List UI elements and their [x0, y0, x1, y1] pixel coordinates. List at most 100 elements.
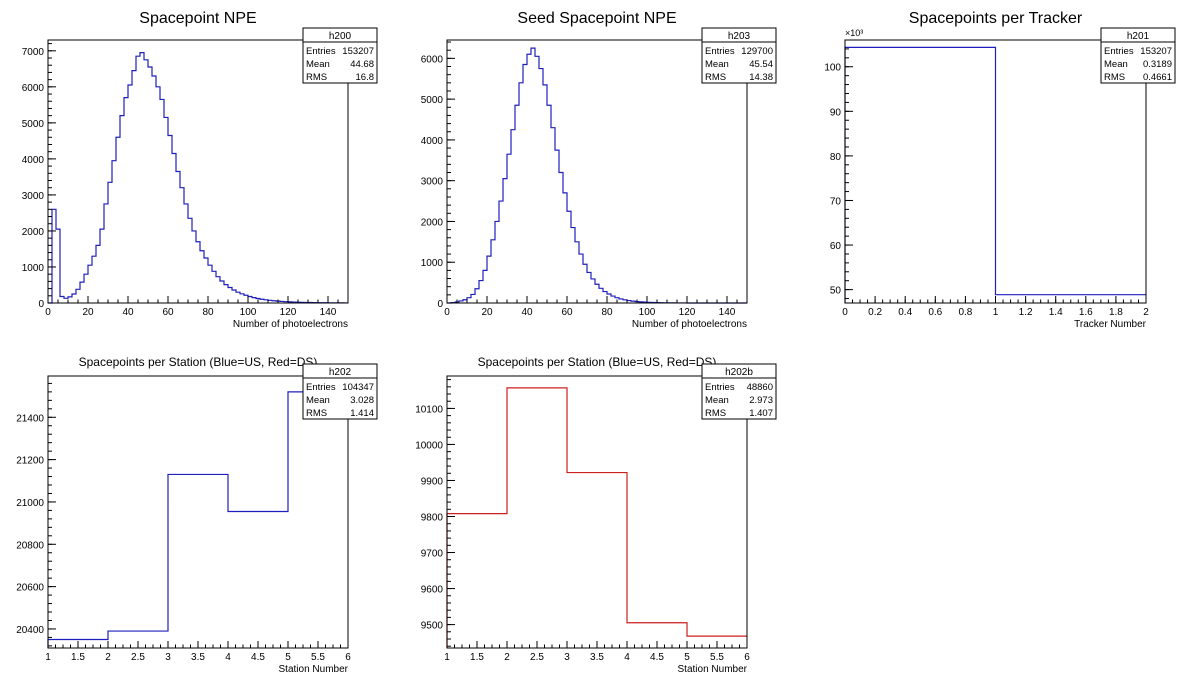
- x-tick-label: 3.5: [590, 652, 604, 663]
- stats-value: 104347: [342, 382, 374, 393]
- x-tick-label: 2: [105, 652, 111, 663]
- chart-h202: Spacepoints per Station (Blue=US, Red=DS…: [16, 355, 378, 675]
- y-tick-label: 9900: [421, 476, 444, 487]
- stats-value: 3.028: [350, 395, 374, 406]
- x-tick-label: 6: [345, 652, 351, 663]
- y-tick-label: 0: [38, 299, 44, 310]
- stats-box: h201 Entries 153207 Mean 0.3189 RMS 0.4661: [1100, 27, 1176, 84]
- chart-h203: Seed Spacepoint NPE 0 20 40 60 80 100 120 140 0 10…: [421, 10, 777, 330]
- x-tick-label: 5.5: [311, 652, 325, 663]
- stats-box-frame: [1100, 27, 1176, 84]
- x-tick-label: 6: [744, 652, 750, 663]
- x-tick-label: 60: [561, 307, 573, 318]
- x-tick-label: 120: [280, 307, 297, 318]
- stats-name: h200: [329, 31, 352, 42]
- x-tick-label: 1: [45, 652, 51, 663]
- x-tick-label: 1.6: [1079, 307, 1093, 318]
- x-tick-label: 0.2: [868, 307, 882, 318]
- stats-value: 1.414: [350, 408, 374, 419]
- stats-label: Mean: [306, 395, 330, 406]
- x-tick-label: 1.4: [1049, 307, 1063, 318]
- stats-box-frame: [701, 363, 777, 420]
- y-tick-label: 20400: [16, 625, 44, 636]
- stats-value: 153207: [1140, 46, 1172, 57]
- stats-box-frame: [302, 363, 378, 420]
- stats-value: 2.973: [749, 395, 773, 406]
- stats-label: Mean: [306, 59, 330, 70]
- y-tick-label: 21000: [16, 498, 44, 509]
- y-exponent-label: ×10³: [845, 28, 863, 38]
- histogram-line: [47, 391, 348, 648]
- x-tick-label: 80: [601, 307, 613, 318]
- y-tick-label: 6000: [22, 83, 45, 94]
- x-tick-label: 60: [162, 307, 174, 318]
- stats-name: h201: [1127, 31, 1150, 42]
- x-tick-label: 1: [993, 307, 999, 318]
- y-tick-label: 80: [830, 152, 842, 163]
- chart-title: Spacepoints per Station (Blue=US, Red=DS…: [79, 355, 318, 369]
- x-tick-label: 0: [444, 307, 450, 318]
- stats-value: 48860: [747, 382, 773, 393]
- y-tick-label: 3000: [421, 177, 444, 188]
- y-tick-label: 4000: [22, 155, 45, 166]
- stats-label: RMS: [705, 72, 726, 83]
- stats-label: Entries: [306, 382, 336, 393]
- y-tick-label: 2000: [421, 217, 444, 228]
- stats-name: h202b: [725, 367, 753, 378]
- x-axis-label: Station Number: [678, 664, 748, 675]
- y-tick-label: 2000: [22, 227, 45, 238]
- stats-label: Entries: [306, 46, 336, 57]
- y-tick-label: 100: [824, 63, 841, 74]
- y-tick-label: 70: [830, 196, 842, 207]
- x-tick-label: 5: [285, 652, 291, 663]
- stats-box: h202 Entries 104347 Mean 3.028 RMS 1.414: [302, 363, 378, 420]
- stats-value: 1.407: [749, 408, 773, 419]
- x-tick-label: 4: [624, 652, 630, 663]
- x-tick-label: 4: [225, 652, 231, 663]
- x-tick-label: 4.5: [251, 652, 265, 663]
- chart-title: Seed Spacepoint NPE: [517, 10, 676, 27]
- x-tick-label: 40: [122, 307, 134, 318]
- x-tick-label: 1: [444, 652, 450, 663]
- y-tick-label: 5000: [22, 119, 45, 130]
- x-tick-label: 20: [82, 307, 94, 318]
- histogram-line: [447, 47, 747, 304]
- x-tick-label: 140: [320, 307, 337, 318]
- x-tick-label: 2.5: [131, 652, 145, 663]
- y-tick-label: 60: [830, 241, 842, 252]
- x-tick-label: 140: [719, 307, 736, 318]
- x-tick-label: 100: [639, 307, 656, 318]
- y-tick-label: 20600: [16, 583, 44, 594]
- stats-label: RMS: [705, 408, 726, 419]
- y-tick-label: 3000: [22, 191, 45, 202]
- chart-title: Spacepoints per Station (Blue=US, Red=DS…: [478, 355, 717, 369]
- y-tick-label: 21400: [16, 413, 44, 424]
- y-tick-label: 20800: [16, 540, 44, 551]
- x-tick-label: 1.5: [470, 652, 484, 663]
- y-tick-label: 1000: [421, 258, 444, 269]
- x-tick-label: 1.5: [71, 652, 85, 663]
- stats-label: RMS: [306, 72, 327, 83]
- stats-value: 45.54: [749, 59, 773, 70]
- stats-label: RMS: [1104, 72, 1125, 83]
- y-tick-label: 1000: [22, 263, 45, 274]
- x-axis-label: Station Number: [279, 664, 349, 675]
- stats-box: h203 Entries 129700 Mean 45.54 RMS 14.38: [701, 27, 777, 84]
- x-tick-label: 3: [165, 652, 171, 663]
- x-tick-label: 3.5: [191, 652, 205, 663]
- x-tick-label: 0: [842, 307, 848, 318]
- stats-value: 129700: [741, 46, 773, 57]
- chart-h201: Spacepoints per Tracker 0 0.2 0.4 0.6 0.8 1 1.2…: [824, 10, 1176, 330]
- stats-name: h202: [329, 367, 352, 378]
- stats-label: Mean: [1104, 59, 1128, 70]
- histogram-line: [48, 52, 348, 304]
- stats-label: Entries: [705, 46, 735, 57]
- x-axis-label: Number of photoelectrons: [632, 319, 747, 330]
- x-tick-label: 1.8: [1109, 307, 1123, 318]
- x-tick-label: 40: [521, 307, 533, 318]
- x-tick-label: 1.2: [1019, 307, 1033, 318]
- x-tick-label: 0.6: [928, 307, 942, 318]
- y-tick-label: 10000: [415, 440, 443, 451]
- x-tick-label: 2.5: [530, 652, 544, 663]
